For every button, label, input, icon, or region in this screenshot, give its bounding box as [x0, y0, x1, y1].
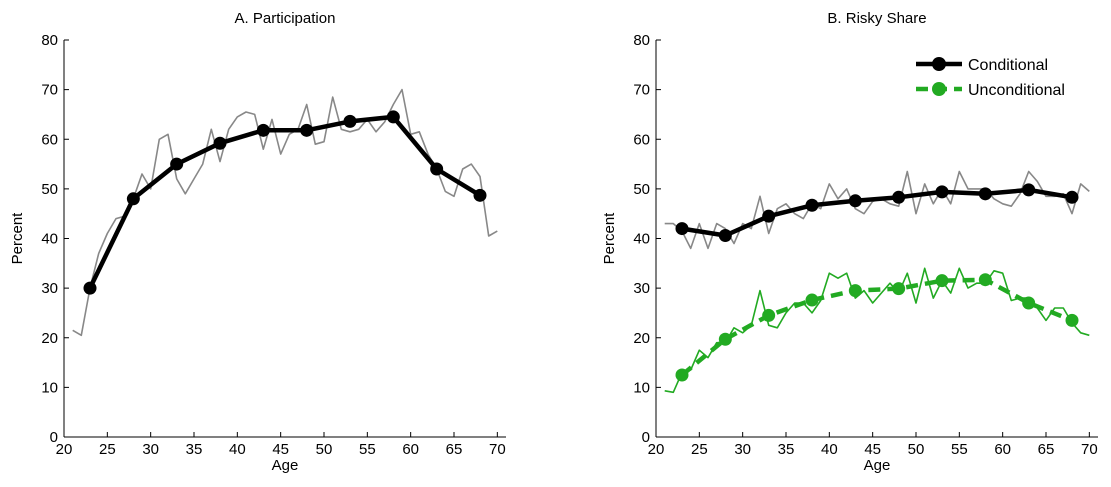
series-1-data-point	[83, 281, 97, 295]
x-tick-label: 40	[229, 441, 246, 458]
conditional-data-point	[1065, 190, 1079, 204]
x-tick-label: 35	[778, 441, 795, 458]
series-1-data-point	[300, 123, 314, 137]
y-tick-label: 0	[50, 429, 58, 446]
conditional-data-point	[762, 209, 776, 223]
x-tick-label: 60	[994, 441, 1011, 458]
y-tick-label: 10	[633, 379, 650, 396]
x-tick-label: 20	[648, 441, 665, 458]
series-1-data-point	[213, 136, 227, 150]
x-tick-label: 25	[99, 441, 116, 458]
series-1-data-point	[430, 162, 444, 176]
x-tick-label: 50	[908, 441, 925, 458]
conditional-data-point	[805, 198, 819, 212]
x-tick-label: 45	[272, 441, 289, 458]
x-tick-label: 65	[446, 441, 463, 458]
x-tick-label: 30	[142, 441, 159, 458]
legend-swatch-marker	[932, 82, 946, 96]
unconditional-data-point	[1022, 296, 1036, 310]
conditional-smoothed-line	[681, 187, 1073, 238]
series-1-smoothed-line	[87, 114, 482, 290]
unconditional-data-point	[805, 293, 819, 307]
x-tick-label: 55	[951, 441, 968, 458]
x-tick-label: 50	[316, 441, 333, 458]
unconditional-data-point	[892, 282, 906, 296]
x-tick-label: 30	[734, 441, 751, 458]
y-axis-label: Percent	[9, 212, 26, 265]
y-tick-label: 30	[633, 280, 650, 297]
chart-title: A. Participation	[235, 10, 336, 27]
y-tick-label: 60	[633, 131, 650, 148]
unconditional-data-point	[1065, 313, 1079, 327]
conditional-data-point	[1022, 183, 1036, 197]
y-axis-label: Percent	[601, 212, 618, 265]
series-1-data-point	[126, 192, 140, 206]
conditional-data-point	[848, 194, 862, 208]
x-tick-label: 60	[402, 441, 419, 458]
panel-risky-share: B. Risky Share 0 10 20 30 40 50 60 70 80 20 25 30 35 4…	[601, 10, 1098, 474]
unconditional-data-point	[978, 273, 992, 287]
x-axis-label: Age	[864, 457, 891, 474]
unconditional-data-point	[762, 308, 776, 322]
x-tick-label: 65	[1038, 441, 1055, 458]
chart-title: B. Risky Share	[827, 10, 926, 27]
conditional-data-point	[978, 187, 992, 201]
unconditional-data-point	[718, 332, 732, 346]
y-tick-label: 20	[633, 330, 650, 347]
x-axis-label: Age	[272, 457, 299, 474]
unconditional-data-point	[848, 284, 862, 298]
series-1-data-point	[343, 114, 357, 128]
unconditional-data-point	[675, 368, 689, 382]
x-tick-label: 20	[56, 441, 73, 458]
y-tick-label: 50	[41, 181, 58, 198]
x-tick-label: 70	[1081, 441, 1098, 458]
y-tick-label: 50	[633, 181, 650, 198]
x-tick-label: 70	[489, 441, 506, 458]
legend-label-unconditional: Unconditional	[968, 82, 1065, 99]
y-tick-label: 40	[633, 231, 650, 248]
y-tick-label: 30	[41, 280, 58, 297]
x-tick-label: 45	[864, 441, 881, 458]
x-tick-label: 55	[359, 441, 376, 458]
series-2-annual-line	[664, 267, 1090, 394]
x-tick-label: 25	[691, 441, 708, 458]
conditional-data-point	[935, 185, 949, 199]
series-1-data-point	[386, 110, 400, 124]
y-tick-label: 40	[41, 231, 58, 248]
legend-label-conditional: Conditional	[968, 57, 1048, 74]
conditional-data-point	[675, 222, 689, 236]
series-1-data-point	[473, 188, 487, 202]
y-tick-label: 70	[633, 82, 650, 99]
conditional-data-point	[718, 229, 732, 243]
y-tick-label: 60	[41, 131, 58, 148]
y-tick-label: 0	[642, 429, 650, 446]
y-tick-label: 80	[41, 32, 58, 49]
conditional-data-point	[892, 190, 906, 204]
x-tick-label: 40	[821, 441, 838, 458]
x-tick-label: 35	[186, 441, 203, 458]
y-tick-label: 80	[633, 32, 650, 49]
unconditional-data-point	[935, 274, 949, 288]
legend-swatch-marker	[932, 57, 946, 71]
unconditional-smoothed-line	[680, 277, 1073, 377]
panel-participation: A. Participation 0 10 20 30 40 50 60 70 80 20 25 30 3…	[9, 10, 506, 474]
series-1-data-point	[170, 157, 184, 171]
y-tick-label: 20	[41, 330, 58, 347]
y-tick-label: 10	[41, 379, 58, 396]
series-1-data-point	[256, 123, 270, 137]
y-tick-label: 70	[41, 82, 58, 99]
series-0-annual-line	[72, 88, 498, 337]
